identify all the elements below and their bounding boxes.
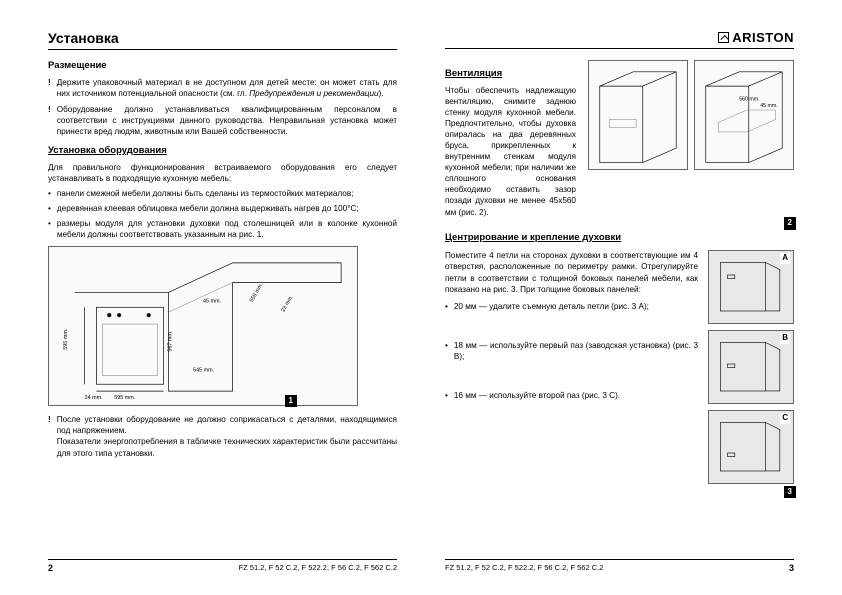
left-page: Установка Размещение ! Держите упаковочн… (0, 0, 421, 595)
figure-1-diagram: 595 mm. 595 mm. 567 mm. 545 mm. 45 mm. 5… (55, 253, 351, 401)
page-spread: Установка Размещение ! Держите упаковочн… (0, 0, 842, 595)
install-intro: Для правильного функционирования встраив… (48, 162, 397, 184)
figure-3-label: 3 (784, 486, 796, 499)
left-content: Размещение ! Держите упаковочный материа… (48, 60, 397, 459)
svg-text:24 mm.: 24 mm. (85, 395, 104, 401)
svg-text:560 mm.: 560 mm. (739, 96, 759, 102)
figure-3b: B (708, 330, 794, 404)
footer-right: FZ 51.2, F 52 C.2, F 522.2, F 56 C.2, F … (445, 559, 794, 573)
list-item: панели смежной мебели должны быть сделан… (48, 188, 397, 199)
header-row-left: Установка (48, 30, 397, 50)
list-item: 20 мм — удалите съемную деталь петли (ри… (445, 301, 698, 312)
warning-3: ! После установки оборудование не должно… (48, 414, 397, 458)
figure-3c: C (708, 410, 794, 484)
footer-left: 2 FZ 51.2, F 52 C.2, F 522.2, F 56 C.2, … (48, 559, 397, 573)
heading-install: Установка оборудования (48, 145, 397, 158)
list-item: деревянная клеевая облицовка мебели долж… (48, 203, 397, 214)
brand-logo: ARISTON (718, 30, 794, 45)
ventilation-section: Вентиляция Чтобы обеспечить надлежащую в… (445, 60, 794, 218)
warning-2: ! Оборудование должно устанавливаться кв… (48, 104, 397, 137)
figure-2b: 560 mm. 45 mm. (694, 60, 794, 170)
svg-text:45 mm.: 45 mm. (760, 103, 778, 109)
list-item: размеры модуля для установки духовки под… (48, 218, 397, 240)
warning-1: ! Держите упаковочный материал в не дост… (48, 77, 397, 99)
list-item: 18 мм — используйте первый паз (заводска… (445, 340, 698, 362)
warning-1-text: Держите упаковочный материал в не доступ… (57, 77, 397, 99)
panel-thickness-list: 20 мм — удалите съемную деталь петли (ри… (445, 301, 698, 401)
figure-2-group: 560 mm. 45 mm. 2 (588, 60, 794, 218)
svg-text:45 mm.: 45 mm. (203, 299, 222, 305)
install-bullet-list: панели смежной мебели должны быть сделан… (48, 188, 397, 240)
heading-placement: Размещение (48, 60, 397, 73)
svg-text:567 mm.: 567 mm. (167, 330, 173, 352)
svg-text:595 mm.: 595 mm. (63, 328, 69, 350)
warning-2-text: Оборудование должно устанавливаться квал… (57, 104, 397, 137)
footer-models-left: FZ 51.2, F 52 C.2, F 522.2, F 56 C.2, F … (239, 563, 397, 573)
footer-models-right: FZ 51.2, F 52 C.2, F 522.2, F 56 C.2, F … (445, 563, 603, 573)
centering-intro: Поместите 4 петли на сторонах духовки в … (445, 250, 698, 294)
warning-mark-icon: ! (48, 77, 51, 99)
right-page: ARISTON Вентиляция Чтобы обеспечить надл… (421, 0, 842, 595)
svg-text:595 mm.: 595 mm. (114, 395, 136, 401)
warning-3-text: После установки оборудование не должно с… (57, 414, 397, 458)
heading-ventilation: Вентиляция (445, 68, 576, 81)
figure-1-label: 1 (285, 395, 297, 408)
right-content: Вентиляция Чтобы обеспечить надлежащую в… (445, 60, 794, 484)
warning-mark-icon: ! (48, 414, 51, 458)
svg-text:545 mm.: 545 mm. (193, 368, 215, 374)
svg-text:23 mm.: 23 mm. (280, 294, 294, 313)
list-item: 16 мм — используйте второй паз (рис. 3 C… (445, 390, 698, 401)
heading-centering: Центрирование и крепление духовки (445, 232, 794, 245)
figure-3a: A (708, 250, 794, 324)
page-number-left: 2 (48, 563, 53, 573)
figure-3-group: A B (708, 250, 794, 484)
figure-2a (588, 60, 688, 170)
warning-mark-icon: ! (48, 104, 51, 137)
header-row-right: ARISTON (445, 30, 794, 49)
centering-section: Поместите 4 петли на сторонах духовки в … (445, 250, 794, 484)
page-title: Установка (48, 30, 119, 46)
ventilation-text: Чтобы обеспечить надлежащую вентиляцию, … (445, 85, 576, 218)
figure-2-label: 2 (784, 217, 796, 230)
svg-text:558 mm.: 558 mm. (249, 282, 265, 304)
page-number-right: 3 (789, 563, 794, 573)
brand-house-icon (718, 32, 729, 43)
figure-1: 595 mm. 595 mm. 567 mm. 545 mm. 45 mm. 5… (48, 246, 358, 406)
